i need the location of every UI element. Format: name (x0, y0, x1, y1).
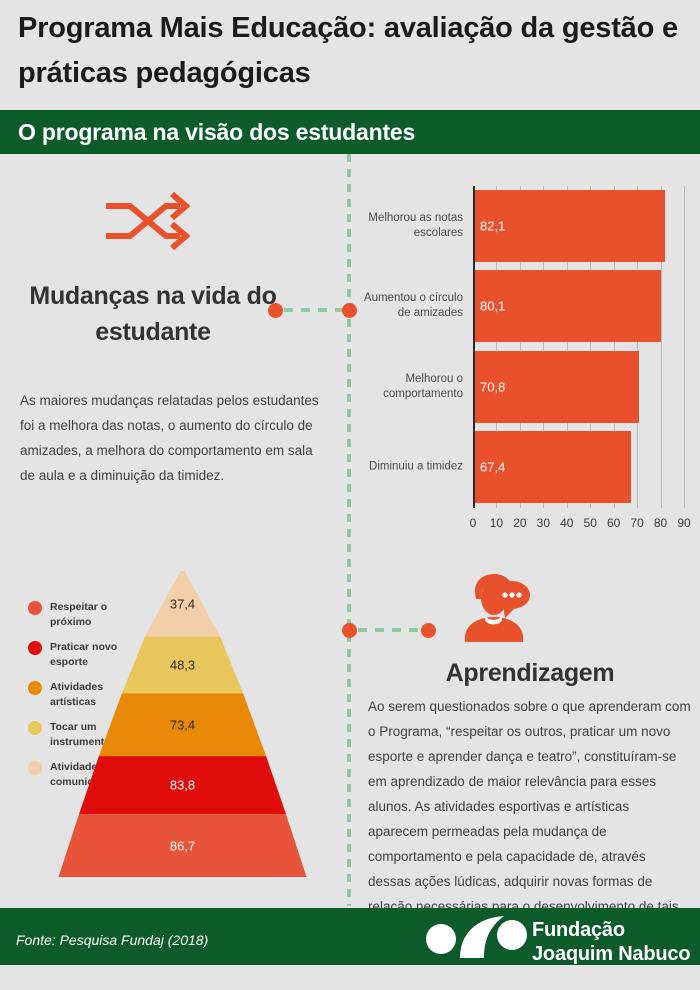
x-axis-tick: 30 (536, 516, 551, 530)
chart-x-axis: 0 10 20 30 40 50 60 70 80 90 (469, 516, 691, 534)
pyramid-segment (58, 814, 307, 877)
logo-line-1: Fundação (532, 919, 625, 941)
gridline (613, 186, 615, 508)
bar-value-label: 80,1 (480, 298, 506, 314)
legend-swatch-icon (28, 761, 42, 775)
bar (473, 350, 639, 423)
connector-dash-learning (358, 628, 420, 632)
source-note: Fonte: Pesquisa Fundaj (2018) (16, 932, 209, 948)
gridline (519, 186, 521, 508)
legend-item: Atividades artísticas (28, 680, 138, 709)
pyramid-segment (144, 571, 221, 637)
gridline (543, 186, 545, 508)
bar (473, 270, 661, 343)
x-axis-tick: 20 (513, 516, 527, 530)
gridline (496, 186, 498, 508)
legend-label: Tocar um instrumento (50, 721, 111, 748)
chart-y-axis (473, 186, 475, 508)
pyramid-segment (121, 636, 244, 694)
pyramid-chart: 37,4 48,3 73,4 83,8 86,7 (55, 565, 310, 883)
learning-title: Aprendizagem (445, 659, 615, 687)
shuffle-icon (104, 191, 191, 255)
gridline (566, 186, 568, 508)
logo-line-2: Joaquim Nabuco (532, 943, 691, 965)
x-axis-tick: 0 (469, 516, 477, 530)
bar-value-label: 82,1 (480, 218, 506, 234)
pyramid-svg (58, 571, 307, 877)
bar (473, 189, 666, 262)
bar (473, 431, 631, 504)
footer-band (0, 908, 700, 965)
connector-dash-changes (284, 308, 346, 312)
x-axis-tick: 60 (606, 516, 621, 530)
changes-title: Mudanças na vida do estudante (29, 282, 277, 346)
bar-category-label: Melhorou as notas escolares (368, 211, 463, 239)
connector-dot-left-changes (268, 303, 283, 318)
vertical-dashed-divider (347, 154, 351, 906)
legend-swatch-icon (28, 681, 42, 695)
pyramid-value-label: 86,7 (169, 838, 196, 854)
gridline (660, 186, 662, 508)
learning-body: Ao serem questionados sobre o que aprend… (368, 699, 691, 939)
connector-dot-left-learning (342, 623, 357, 638)
pyramid-legend: Respeitar o próximo Praticar novo esporte… (28, 600, 138, 800)
bar-value-label: 70,8 (480, 379, 506, 395)
x-axis-tick: 40 (560, 516, 574, 530)
bar-category-label: Diminuiu a timidez (369, 460, 463, 473)
pyramid-segment (98, 693, 267, 757)
bar-row: Diminuiu a timidez 67,4 (369, 431, 684, 504)
bar-row: Melhorou o comportamento 70,8 (383, 350, 684, 423)
person-speech-icon (457, 570, 533, 647)
x-axis-tick: 50 (583, 516, 597, 530)
section-band (0, 110, 700, 154)
gridline (684, 186, 685, 508)
bar-row: Melhorou as notas escolares 82,1 (368, 189, 684, 262)
x-axis-tick: 10 (489, 516, 504, 530)
legend-item: Tocar um instrumento (28, 720, 138, 749)
legend-swatch-icon (28, 641, 42, 655)
x-axis-tick: 80 (653, 516, 668, 530)
connector-dot-right-learning (421, 623, 436, 638)
legend-label: Respeitar o próximo (50, 601, 108, 628)
bar-category-label: Melhorou o comportamento (383, 372, 463, 400)
bar-chart: Melhorou as notas escolares 82,1 Aumentou … (364, 186, 691, 538)
pyramid-segment (78, 756, 287, 815)
pyramid-value-label: 48,3 (169, 657, 196, 673)
x-axis-tick: 70 (630, 516, 644, 530)
fundaj-logo-icon (424, 914, 528, 967)
page-title: Programa Mais Educação: avaliação da ges… (18, 12, 678, 89)
x-axis-tick: 90 (677, 516, 691, 530)
legend-item: Praticar novo esporte (28, 640, 138, 669)
pyramid-value-label: 37,4 (169, 596, 196, 612)
changes-body: As maiores mudanças relatadas pelos estu… (20, 393, 319, 483)
legend-label: Praticar novo esporte (50, 641, 118, 668)
bar-chart-plot: Melhorou as notas escolares 82,1 Aumentou … (364, 186, 685, 508)
connector-dot-right-changes (342, 303, 357, 318)
bar-row: Aumentou o círculo de amizades 80,1 (364, 270, 684, 343)
pyramid-value-label: 73,4 (169, 717, 196, 733)
pyramid-value-label: 83,8 (169, 777, 196, 793)
legend-item: Respeitar o próximo (28, 600, 138, 629)
bar-value-label: 67,4 (480, 459, 506, 475)
legend-label: Atividades artísticas (50, 681, 104, 708)
bar-category-label: Aumentou o círculo de amizades (363, 292, 463, 320)
fundaj-logo-text: Fundação Joaquim Nabuco (532, 918, 691, 966)
legend-swatch-icon (28, 721, 42, 735)
section-band-label: O programa na visão dos estudantes (18, 119, 416, 145)
legend-swatch-icon (28, 601, 42, 615)
gridline (590, 186, 592, 508)
gridline (637, 186, 639, 508)
